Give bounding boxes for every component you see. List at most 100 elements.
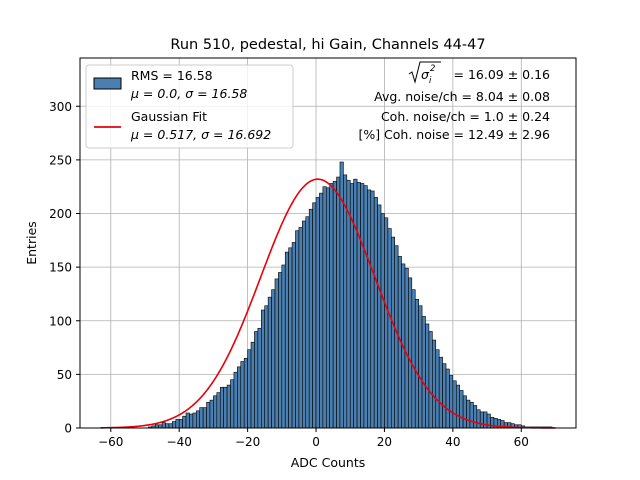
legend-histogram-swatch xyxy=(93,77,122,90)
histogram-bar xyxy=(387,228,392,429)
histogram-bar xyxy=(284,251,289,429)
histogram-bar xyxy=(325,187,331,429)
plot-frame xyxy=(79,57,577,429)
histogram-bar xyxy=(435,349,440,429)
histogram-bar xyxy=(421,316,426,429)
histogram-bar xyxy=(257,327,262,429)
y-tick-label: 50 xyxy=(57,368,72,382)
histogram-bar xyxy=(243,357,248,429)
histogram-bar xyxy=(408,277,413,429)
histogram-bar xyxy=(175,419,180,429)
histogram-bar xyxy=(432,339,437,429)
histogram-bar xyxy=(308,208,313,429)
histogram-bar xyxy=(425,323,430,429)
histogram-bar xyxy=(254,331,259,429)
legend-fit-label: Gaussian Fit xyxy=(131,109,207,124)
histogram-bar xyxy=(271,289,276,429)
y-tick-label: 200 xyxy=(49,207,72,221)
y-tick-label: 250 xyxy=(49,153,72,167)
annotation-line1: σ 2 i = 16.09 ± 0.16 xyxy=(408,61,551,86)
histogram-bar xyxy=(384,217,389,429)
histogram-bar xyxy=(240,361,245,429)
histogram-bar xyxy=(411,289,416,429)
annotation-line1-value: = 16.09 ± 0.16 xyxy=(454,67,551,82)
legend: RMS = 16.58 μ = 0.0, σ = 16.58 Gaussian … xyxy=(85,64,294,149)
y-tick-label: 300 xyxy=(49,100,72,114)
histogram-bar xyxy=(428,331,433,429)
histogram-bar xyxy=(459,390,464,429)
gaussian-fit-layer xyxy=(100,178,556,429)
histogram-bar xyxy=(264,305,269,429)
histogram-bar xyxy=(329,183,334,429)
histogram-bar xyxy=(199,407,204,429)
histogram-bar xyxy=(445,368,450,429)
x-tick-label: 0 xyxy=(312,435,320,449)
histogram-bar xyxy=(343,174,348,429)
histogram-bar xyxy=(312,202,317,429)
histogram-bar xyxy=(274,278,279,429)
histogram-bar xyxy=(332,181,337,429)
histogram-bar xyxy=(462,395,467,429)
annotation-sigma-subscript: i xyxy=(429,76,432,86)
axis-ticks: −60 −40 −20 0 20 40 60 0 50 100 150 200 250 300 xyxy=(49,100,529,449)
x-tick-label: 40 xyxy=(445,435,460,449)
histogram-bar xyxy=(161,422,166,429)
histogram-bar xyxy=(442,363,447,429)
histogram-bar xyxy=(380,213,385,429)
histogram-bar xyxy=(213,395,218,429)
histogram-bar xyxy=(414,299,419,429)
legend-histogram-label-line2: μ = 0.0, σ = 16.58 xyxy=(130,86,247,101)
histogram-bar xyxy=(336,176,341,429)
histogram-bar xyxy=(455,384,460,429)
noise-annotations: σ 2 i = 16.09 ± 0.16 Avg. noise/ch = 8.0… xyxy=(358,61,551,142)
histogram-bar xyxy=(206,401,211,429)
histogram-bar xyxy=(192,412,197,429)
histogram-bar xyxy=(466,399,471,429)
histogram-bar xyxy=(356,182,361,429)
histogram-bar xyxy=(346,179,351,429)
sqrt-sign-icon xyxy=(408,61,441,84)
annotation-avg-noise: Avg. noise/ch = 8.04 ± 0.08 xyxy=(374,89,550,104)
histogram-bar xyxy=(370,190,375,429)
histogram-bar xyxy=(377,204,382,429)
histogram-bar xyxy=(247,349,252,429)
histogram-bar xyxy=(394,245,399,429)
histogram-bar xyxy=(438,356,443,429)
histogram-bar xyxy=(226,384,231,429)
histogram-bar xyxy=(168,423,173,429)
histogram-bar xyxy=(418,305,423,429)
histogram-bar xyxy=(373,197,378,429)
histogram-bar xyxy=(185,412,190,429)
histogram-bar xyxy=(319,192,324,429)
histogram-bar xyxy=(288,247,293,429)
histogram-bar xyxy=(278,272,283,429)
legend-histogram-label: RMS = 16.58 xyxy=(131,68,213,83)
x-axis-label: ADC Counts xyxy=(291,455,366,470)
histogram-bar xyxy=(189,413,194,429)
histogram-bar xyxy=(452,380,457,429)
histogram-bar xyxy=(404,267,409,429)
histogram-bar xyxy=(360,183,365,429)
histogram-bar xyxy=(291,242,296,429)
histogram-bar xyxy=(476,409,481,429)
histogram-bar xyxy=(223,386,228,429)
histogram-bar xyxy=(302,220,307,429)
histogram-bar xyxy=(165,423,170,429)
y-tick-label: 100 xyxy=(49,314,72,328)
x-tick-label: −20 xyxy=(235,435,260,449)
histogram-bar xyxy=(250,341,255,429)
histogram-bar xyxy=(182,415,187,429)
x-tick-label: 20 xyxy=(377,435,392,449)
histogram-bar xyxy=(298,227,303,429)
histogram-bar xyxy=(172,421,177,429)
histogram-bar xyxy=(219,386,224,429)
histogram-bar xyxy=(315,197,320,429)
x-tick-label: −40 xyxy=(167,435,192,449)
x-tick-label: 60 xyxy=(514,435,529,449)
histogram-bar xyxy=(230,379,235,429)
histogram-bar xyxy=(479,411,484,429)
histogram-bar xyxy=(196,410,201,429)
x-tick-label: −60 xyxy=(98,435,123,449)
histogram-bar xyxy=(322,186,327,429)
